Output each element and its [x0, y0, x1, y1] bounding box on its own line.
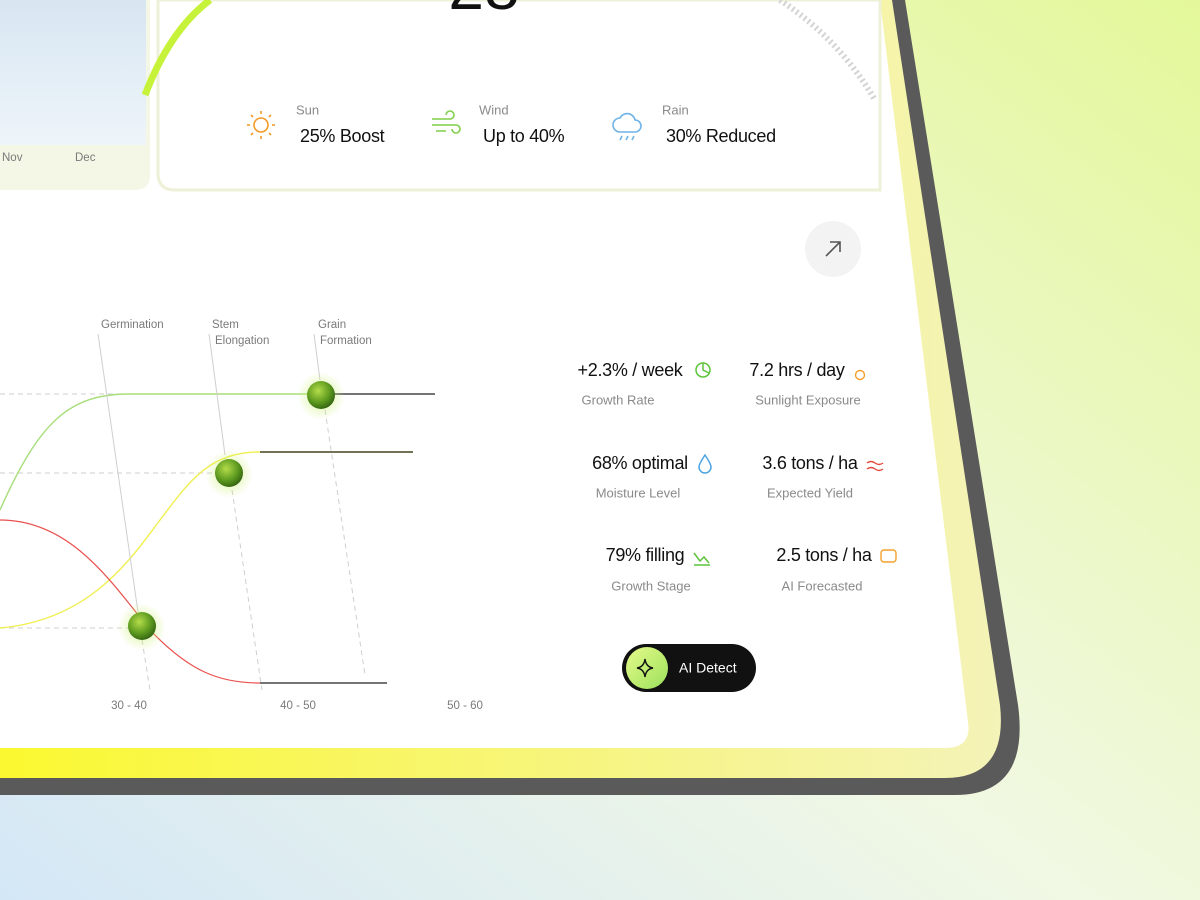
curve-green [0, 393, 310, 511]
stat-icon [866, 460, 884, 472]
stage-pointer [97, 333, 139, 613]
stat-value: 79% filling [606, 545, 685, 565]
gauge-ticks [778, 0, 878, 102]
stage-label: Formation [320, 335, 372, 347]
month-label: Dec [75, 152, 96, 164]
weather-label: Sun [296, 102, 319, 117]
leaf-marker [307, 381, 335, 409]
stage-label: Grain [318, 319, 346, 331]
weather-value: 30% Reduced [666, 126, 776, 146]
weather-value: 25% Boost [300, 126, 385, 146]
stat-value: 3.6 tons / ha [762, 453, 858, 473]
weather-item: Wind Up to 40% [432, 102, 565, 146]
month-label: Nov [2, 152, 23, 164]
weather-item: Rain 30% Reduced [612, 102, 776, 146]
ai-detect-button[interactable]: AI Detect [622, 644, 756, 692]
stat-label: Moisture Level [596, 485, 681, 500]
stat-icon [695, 362, 711, 378]
weather-item: Sun 25% Boost [247, 102, 385, 146]
weather-card [156, 0, 882, 192]
stat-value: +2.3% / week [578, 360, 684, 380]
stat-icon [693, 552, 710, 566]
stat-label: Expected Yield [767, 485, 853, 500]
stat-icon [880, 549, 897, 563]
weather-label: Wind [479, 102, 509, 117]
stat-value: 68% optimal [592, 453, 688, 473]
stage-label: Elongation [215, 335, 269, 347]
x-label: 50 - 60 [447, 700, 483, 712]
leaf-marker [128, 612, 156, 640]
button-label: AI Detect [679, 660, 737, 676]
stats-grid: +2.3% / week Growth Rate 7.2 hrs / day S… [578, 360, 897, 593]
stat-label: Sunlight Exposure [755, 392, 861, 407]
gauge-arc [141, 0, 213, 97]
stat-label: Growth Rate [582, 392, 655, 407]
weather-label: Rain [662, 102, 689, 117]
x-label: 40 - 50 [280, 700, 316, 712]
weather-value: Up to 40% [483, 126, 565, 146]
guide-line [231, 489, 263, 691]
x-label: 30 - 40 [111, 700, 147, 712]
expand-icon [825, 241, 841, 257]
leaf-marker [215, 459, 243, 487]
calendar-bars [0, 0, 146, 145]
stage-label: Germination [101, 319, 164, 331]
gauge-value: 28 [448, 0, 519, 23]
stage-pointer [208, 333, 226, 456]
stat-label: AI Forecasted [782, 578, 863, 593]
stage-label: Stem [212, 319, 239, 331]
stat-value: 2.5 tons / ha [776, 545, 872, 565]
stat-icon [854, 369, 866, 381]
stat-value: 7.2 hrs / day [749, 360, 844, 380]
stat-icon [698, 453, 712, 474]
stat-label: Growth Stage [611, 578, 691, 593]
growth-chart: Germination Stem Elongation Grain Format… [0, 319, 483, 712]
